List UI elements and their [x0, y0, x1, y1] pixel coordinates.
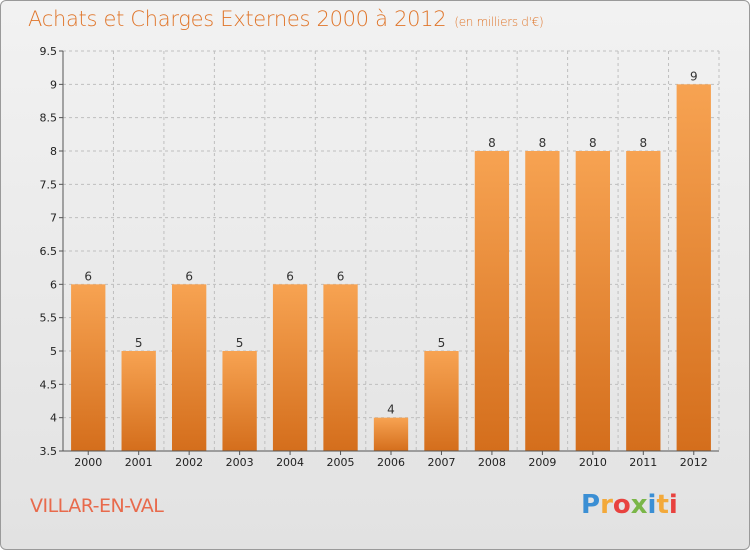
- bar-value-label: 4: [387, 403, 395, 417]
- x-tick-label: 2002: [175, 456, 203, 469]
- x-tick-label: 2007: [427, 456, 455, 469]
- x-tick-label: 2003: [226, 456, 254, 469]
- bar: [121, 351, 156, 451]
- bar: [222, 351, 257, 451]
- chart-title: Achats et Charges Externes 2000 à 2012 (e…: [28, 7, 544, 31]
- proxiti-logo: Proxiti: [581, 490, 678, 520]
- bar: [323, 284, 358, 451]
- bar: [626, 151, 661, 451]
- y-tick-label: 5: [50, 345, 57, 358]
- logo-letter: r: [600, 490, 613, 520]
- logo-letter: x: [630, 490, 648, 520]
- x-tick-label: 2009: [528, 456, 556, 469]
- logo-letter: o: [612, 490, 631, 520]
- x-tick-label: 2008: [478, 456, 506, 469]
- logo-letter: i: [647, 490, 657, 520]
- bar-value-label: 6: [286, 269, 294, 283]
- bar: [71, 284, 106, 451]
- x-tick-label: 2001: [125, 456, 153, 469]
- bar: [171, 284, 207, 451]
- x-tick-label: 2000: [74, 456, 102, 469]
- bar-value-label: 8: [539, 136, 547, 150]
- y-tick-label: 8: [50, 145, 57, 158]
- bar-value-label: 6: [185, 269, 193, 283]
- y-tick-label: 5.5: [40, 312, 58, 325]
- y-tick-label: 7.5: [40, 178, 58, 191]
- bar-value-label: 8: [589, 136, 597, 150]
- y-tick-label: 4.5: [40, 378, 58, 391]
- y-tick-label: 7: [50, 212, 57, 225]
- bar-value-label: 8: [639, 136, 647, 150]
- x-tick-label: 2005: [327, 456, 355, 469]
- bar: [373, 417, 409, 451]
- axes: 3.5 4 4.5 5 5.5 6 6.5 7 7.5 8 8.5 9 9.5 2000 2001 2002 2…: [40, 45, 719, 469]
- bar: [474, 151, 510, 451]
- y-tick-label: 9: [50, 78, 57, 91]
- bar: [525, 151, 560, 451]
- logo-letter: t: [656, 490, 669, 520]
- x-tick-label: 2011: [629, 456, 657, 469]
- y-tick-label: 9.5: [40, 45, 58, 58]
- place-name: VILLAR-EN-VAL: [30, 495, 164, 517]
- grid-lines: [62, 50, 720, 452]
- bar-value-label: 5: [135, 336, 143, 350]
- y-tick-label: 8.5: [40, 112, 58, 125]
- x-tick-label: 2004: [276, 456, 304, 469]
- x-tick-label: 2010: [579, 456, 607, 469]
- x-tick-label: 2006: [377, 456, 405, 469]
- x-tick-label: 2012: [680, 456, 708, 469]
- y-tick-label: 4: [50, 412, 57, 425]
- logo-letter: P: [581, 490, 601, 520]
- bar-value-label: 5: [438, 336, 446, 350]
- chart-subtitle: (en milliers d'€): [454, 15, 544, 29]
- bar: [424, 351, 459, 451]
- bar-value-label: 8: [488, 136, 496, 150]
- bar-value-label: 5: [236, 336, 244, 350]
- y-tick-label: 3.5: [40, 445, 58, 458]
- logo-letter: i: [668, 490, 678, 520]
- bar-value-label: 6: [337, 269, 345, 283]
- bar-value-label: 9: [690, 69, 698, 83]
- y-tick-label: 6.5: [40, 245, 58, 258]
- bar: [272, 284, 308, 451]
- chart-title-text: Achats et Charges Externes 2000 à 2012: [28, 7, 447, 31]
- bar: [575, 151, 611, 451]
- bar-value-label: 6: [84, 269, 92, 283]
- y-tick-label: 6: [50, 278, 57, 291]
- bars: 6 5 6 5 6 6 4 5 8 8 8 8 9: [71, 69, 711, 451]
- bar: [676, 84, 711, 451]
